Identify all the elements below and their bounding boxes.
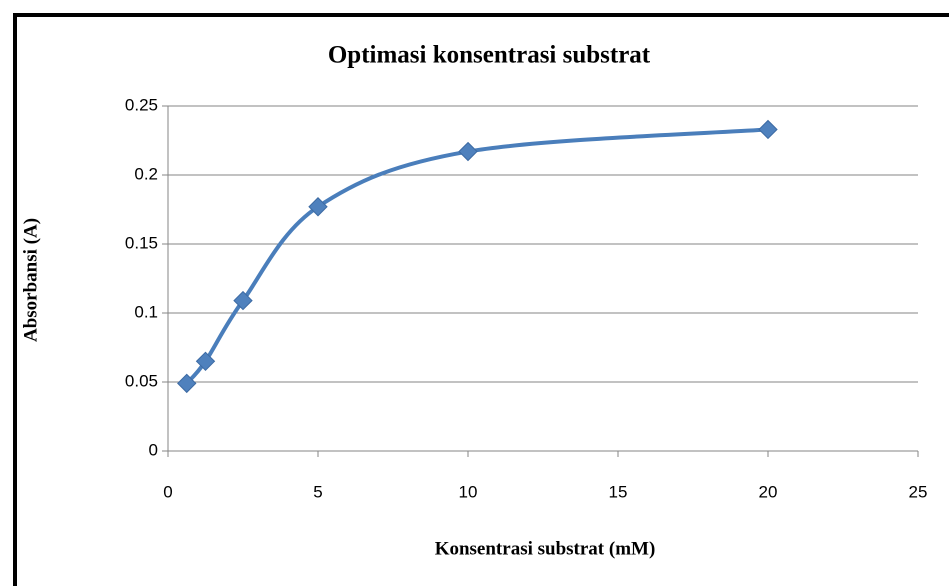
y-tick-label: 0.25 [125,95,158,114]
y-tick-label: 0 [149,440,158,459]
y-axis-title: Absorbansi (A) [20,218,41,342]
y-tick-label: 0.15 [125,233,158,252]
x-tick-label: 0 [163,482,172,501]
y-tick-label: 0.2 [134,164,158,183]
series-line [187,129,768,383]
x-tick-label: 5 [313,482,322,501]
data-point [459,143,477,161]
x-tick-label: 25 [909,482,928,501]
x-tick-label: 20 [759,482,778,501]
chart-title: Optimasi konsentrasi substrat [328,42,651,69]
x-tick-label: 15 [609,482,628,501]
y-tick-label: 0.1 [134,302,158,321]
y-tick-label: 0.05 [125,371,158,390]
x-tick-label: 10 [459,482,478,501]
data-point [759,120,777,138]
chart: Optimasi konsentrasi substrat Konsentras… [0,0,949,586]
x-axis-title: Konsentrasi substrat (mM) [435,538,656,559]
